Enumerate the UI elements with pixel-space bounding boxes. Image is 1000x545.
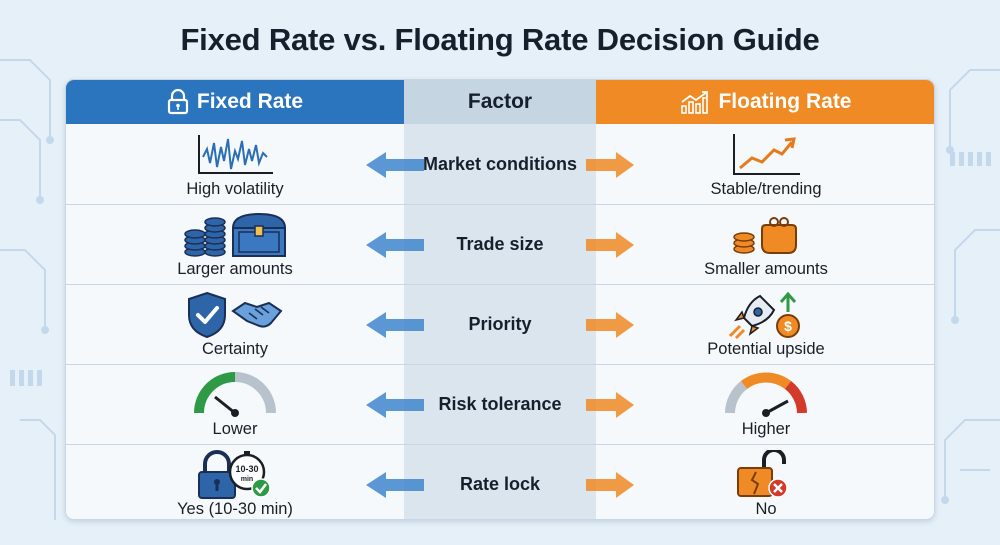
decision-table: Fixed Rate Factor Floating Rate High <box>65 79 935 520</box>
trending-chart-icon <box>733 134 800 175</box>
floating-rate-header: Floating Rate <box>596 80 934 124</box>
timer-unit-text: min <box>241 476 253 483</box>
lock-icon <box>167 89 188 115</box>
factor-column-background <box>404 124 596 519</box>
row-rate-lock: 10-30 min Yes (10-30 min) Rate lock <box>66 444 934 519</box>
row-trade-size: Larger amounts Trade size Smaller amount… <box>66 204 934 284</box>
coins-and-chest-icon <box>184 212 287 257</box>
row-divider <box>66 204 934 205</box>
floating-rate-header-label: Floating Rate <box>718 90 852 113</box>
fixed-cell: Larger amounts <box>66 204 404 284</box>
factor-label: Market conditions <box>422 153 578 174</box>
arrow-left-icon <box>366 152 424 178</box>
arrow-left-icon <box>366 312 424 338</box>
floating-cell: Stable/trending <box>596 124 934 204</box>
arrow-right-icon <box>586 472 634 498</box>
coins-and-purse-icon <box>733 217 797 254</box>
svg-text:$: $ <box>784 318 792 334</box>
floating-cell-label: No <box>755 500 777 518</box>
rocket-dollar-icon: $ <box>728 291 800 340</box>
row-market-conditions: High volatility Market conditions Stable… <box>66 124 934 204</box>
row-divider <box>66 284 934 285</box>
rising-chart-icon <box>681 91 709 114</box>
floating-cell-label: Stable/trending <box>710 180 822 198</box>
arrow-left-icon <box>366 472 424 498</box>
floating-cell-label: Potential upside <box>707 340 825 358</box>
arrow-right-icon <box>586 232 634 258</box>
fixed-cell-label: Lower <box>212 420 258 438</box>
factor-label: Trade size <box>456 233 544 254</box>
fixed-column-background <box>66 124 404 519</box>
factor-header-label: Factor <box>467 90 533 113</box>
lock-timer-icon: 10-30 min <box>198 450 271 499</box>
gauge-high-icon <box>725 372 807 417</box>
volatile-chart-icon <box>198 135 273 174</box>
arrow-right-icon <box>586 152 634 178</box>
row-priority: Certainty Priority $ Potential upside <box>66 284 934 364</box>
row-divider <box>66 444 934 445</box>
floating-cell: $ Potential upside <box>596 284 934 364</box>
timer-range-text: 10-30 <box>235 464 258 474</box>
fixed-cell: 10-30 min Yes (10-30 min) <box>66 444 404 519</box>
fixed-cell-label: High volatility <box>186 180 284 198</box>
fixed-cell: Certainty <box>66 284 404 364</box>
row-divider <box>66 364 934 365</box>
page-title: Fixed Rate vs. Floating Rate Decision Gu… <box>180 22 820 57</box>
fixed-rate-header: Fixed Rate <box>66 80 404 124</box>
factor-header: Factor <box>404 80 596 124</box>
fixed-cell-label: Larger amounts <box>177 260 293 278</box>
floating-cell: Smaller amounts <box>596 204 934 284</box>
shield-handshake-icon <box>188 291 283 339</box>
factor-label: Rate lock <box>459 473 541 494</box>
arrow-left-icon <box>366 232 424 258</box>
floating-cell: No <box>596 444 934 519</box>
floating-cell: Higher <box>596 364 934 444</box>
gauge-low-icon <box>194 372 276 417</box>
row-risk-tolerance: Lower Risk tolerance Higher <box>66 364 934 444</box>
fixed-cell: High volatility <box>66 124 404 204</box>
fixed-cell-label: Certainty <box>201 340 269 358</box>
fixed-rate-header-label: Fixed Rate <box>196 90 304 113</box>
arrow-right-icon <box>586 392 634 418</box>
factor-label: Risk tolerance <box>438 393 562 414</box>
arrow-left-icon <box>366 392 424 418</box>
fixed-cell-label: Yes (10-30 min) <box>177 500 293 518</box>
floating-cell-label: Higher <box>741 420 791 438</box>
unlock-denied-icon <box>737 450 788 498</box>
fixed-cell: Lower <box>66 364 404 444</box>
floating-cell-label: Smaller amounts <box>704 260 828 278</box>
factor-label: Priority <box>468 313 532 334</box>
arrow-right-icon <box>586 312 634 338</box>
